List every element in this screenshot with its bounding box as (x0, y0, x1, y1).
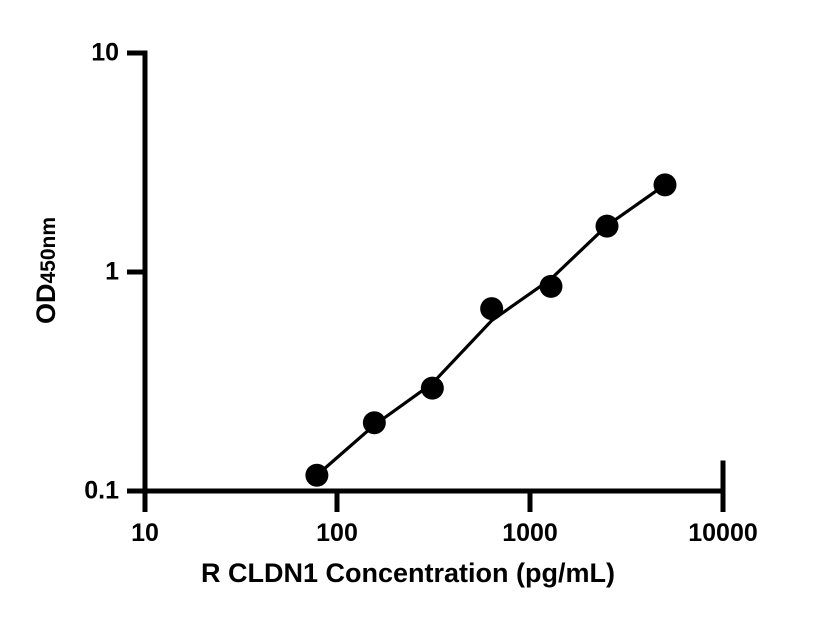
data-point (362, 411, 386, 435)
data-point (480, 297, 504, 321)
x-axis-tick-label-100: 100 (316, 519, 358, 547)
x-axis-tick-label-1000: 1000 (502, 519, 558, 547)
data-point-markers (305, 173, 677, 487)
y-axis-title-subscript: 450nm (37, 216, 61, 284)
data-point (539, 274, 563, 298)
x-axis-tick-label-10: 10 (131, 519, 159, 547)
data-point (420, 376, 444, 400)
y-axis-tick-label-10: 10 (91, 38, 119, 67)
x-axis-title: R CLDN1 Concentration (pg/mL) (201, 558, 615, 588)
y-axis-tick-label-1: 1 (105, 257, 119, 286)
y-axis-title-main: OD (31, 283, 62, 324)
x-axis-tick-label-10000: 10000 (688, 519, 758, 547)
data-point (653, 173, 677, 197)
axis-frame (142, 50, 726, 494)
y-axis-title: OD450nm (17, 175, 77, 365)
data-point (305, 463, 329, 487)
y-axis-tick-label-0-1: 0.1 (84, 476, 119, 505)
data-point (595, 214, 619, 238)
